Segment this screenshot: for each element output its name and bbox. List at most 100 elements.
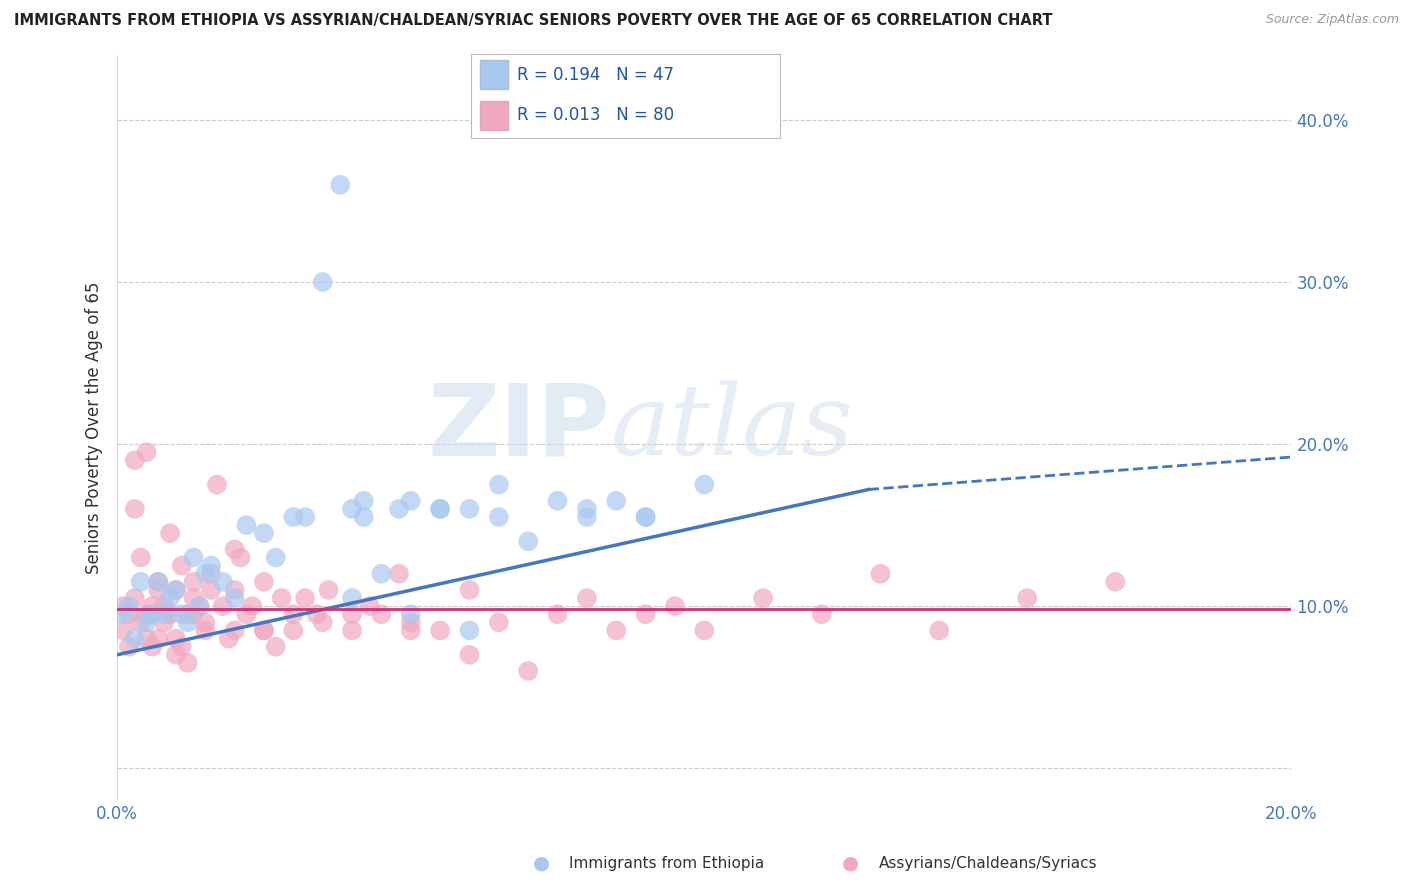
Point: [224, 542, 246, 557]
Point: [517, 664, 540, 678]
Point: [399, 493, 422, 508]
Point: [458, 582, 481, 597]
Point: [165, 582, 187, 597]
Point: [129, 550, 152, 565]
Point: [399, 624, 422, 638]
Point: [224, 591, 246, 605]
Point: [294, 591, 316, 605]
Point: [810, 607, 832, 622]
Point: [869, 566, 891, 581]
Point: [312, 615, 335, 630]
Point: [135, 615, 157, 630]
Point: [517, 534, 540, 549]
Point: [118, 607, 141, 622]
Point: [575, 591, 598, 605]
Point: [176, 656, 198, 670]
Point: [547, 493, 569, 508]
Point: [224, 582, 246, 597]
Point: [194, 566, 217, 581]
Point: [135, 445, 157, 459]
Point: [305, 607, 328, 622]
Point: [264, 550, 287, 565]
Point: [135, 607, 157, 622]
Point: [170, 640, 193, 654]
Point: [124, 453, 146, 467]
Point: [283, 624, 305, 638]
Point: [388, 566, 411, 581]
Point: [429, 624, 451, 638]
Point: [112, 624, 135, 638]
Point: [218, 632, 240, 646]
Point: [429, 502, 451, 516]
Point: [547, 607, 569, 622]
Point: [183, 607, 205, 622]
Point: [664, 599, 686, 614]
Point: [370, 566, 392, 581]
Point: [329, 178, 352, 192]
Point: [634, 607, 657, 622]
Point: [124, 632, 146, 646]
Text: R = 0.194   N = 47: R = 0.194 N = 47: [517, 66, 675, 84]
Text: atlas: atlas: [610, 380, 853, 475]
Point: [188, 599, 211, 614]
Point: [253, 624, 276, 638]
Point: [340, 624, 363, 638]
Point: [340, 591, 363, 605]
Text: ●: ●: [533, 854, 550, 873]
Point: [129, 574, 152, 589]
Text: ZIP: ZIP: [427, 379, 610, 476]
Point: [359, 599, 381, 614]
Point: [693, 624, 716, 638]
Point: [165, 632, 187, 646]
Point: [141, 599, 163, 614]
Point: [159, 607, 181, 622]
Point: [212, 574, 235, 589]
Point: [176, 615, 198, 630]
Point: [153, 607, 176, 622]
Point: [605, 624, 627, 638]
Point: [183, 574, 205, 589]
Point: [229, 550, 252, 565]
Point: [752, 591, 775, 605]
Point: [118, 599, 141, 614]
Point: [253, 624, 276, 638]
Point: [148, 574, 170, 589]
Point: [212, 599, 235, 614]
Text: Immigrants from Ethiopia: Immigrants from Ethiopia: [569, 856, 765, 871]
Point: [270, 591, 292, 605]
Point: [458, 648, 481, 662]
Point: [205, 477, 228, 491]
Point: [124, 591, 146, 605]
Bar: [481, 101, 508, 130]
Text: Source: ZipAtlas.com: Source: ZipAtlas.com: [1265, 13, 1399, 27]
Point: [112, 599, 135, 614]
Point: [388, 502, 411, 516]
Point: [165, 648, 187, 662]
Point: [194, 624, 217, 638]
Point: [458, 624, 481, 638]
Bar: [481, 61, 508, 89]
Point: [575, 510, 598, 524]
Point: [235, 607, 257, 622]
Point: [194, 615, 217, 630]
Point: [283, 510, 305, 524]
Point: [294, 510, 316, 524]
Point: [183, 591, 205, 605]
Point: [112, 607, 135, 622]
Point: [458, 502, 481, 516]
Point: [159, 526, 181, 541]
Point: [253, 574, 276, 589]
Point: [399, 607, 422, 622]
Point: [200, 582, 222, 597]
Point: [200, 566, 222, 581]
Point: [141, 607, 163, 622]
Point: [488, 615, 510, 630]
Point: [312, 275, 335, 289]
Point: [135, 632, 157, 646]
Point: [634, 510, 657, 524]
Point: [318, 582, 340, 597]
Point: [928, 624, 950, 638]
Point: [165, 582, 187, 597]
Point: [148, 582, 170, 597]
Point: [159, 591, 181, 605]
